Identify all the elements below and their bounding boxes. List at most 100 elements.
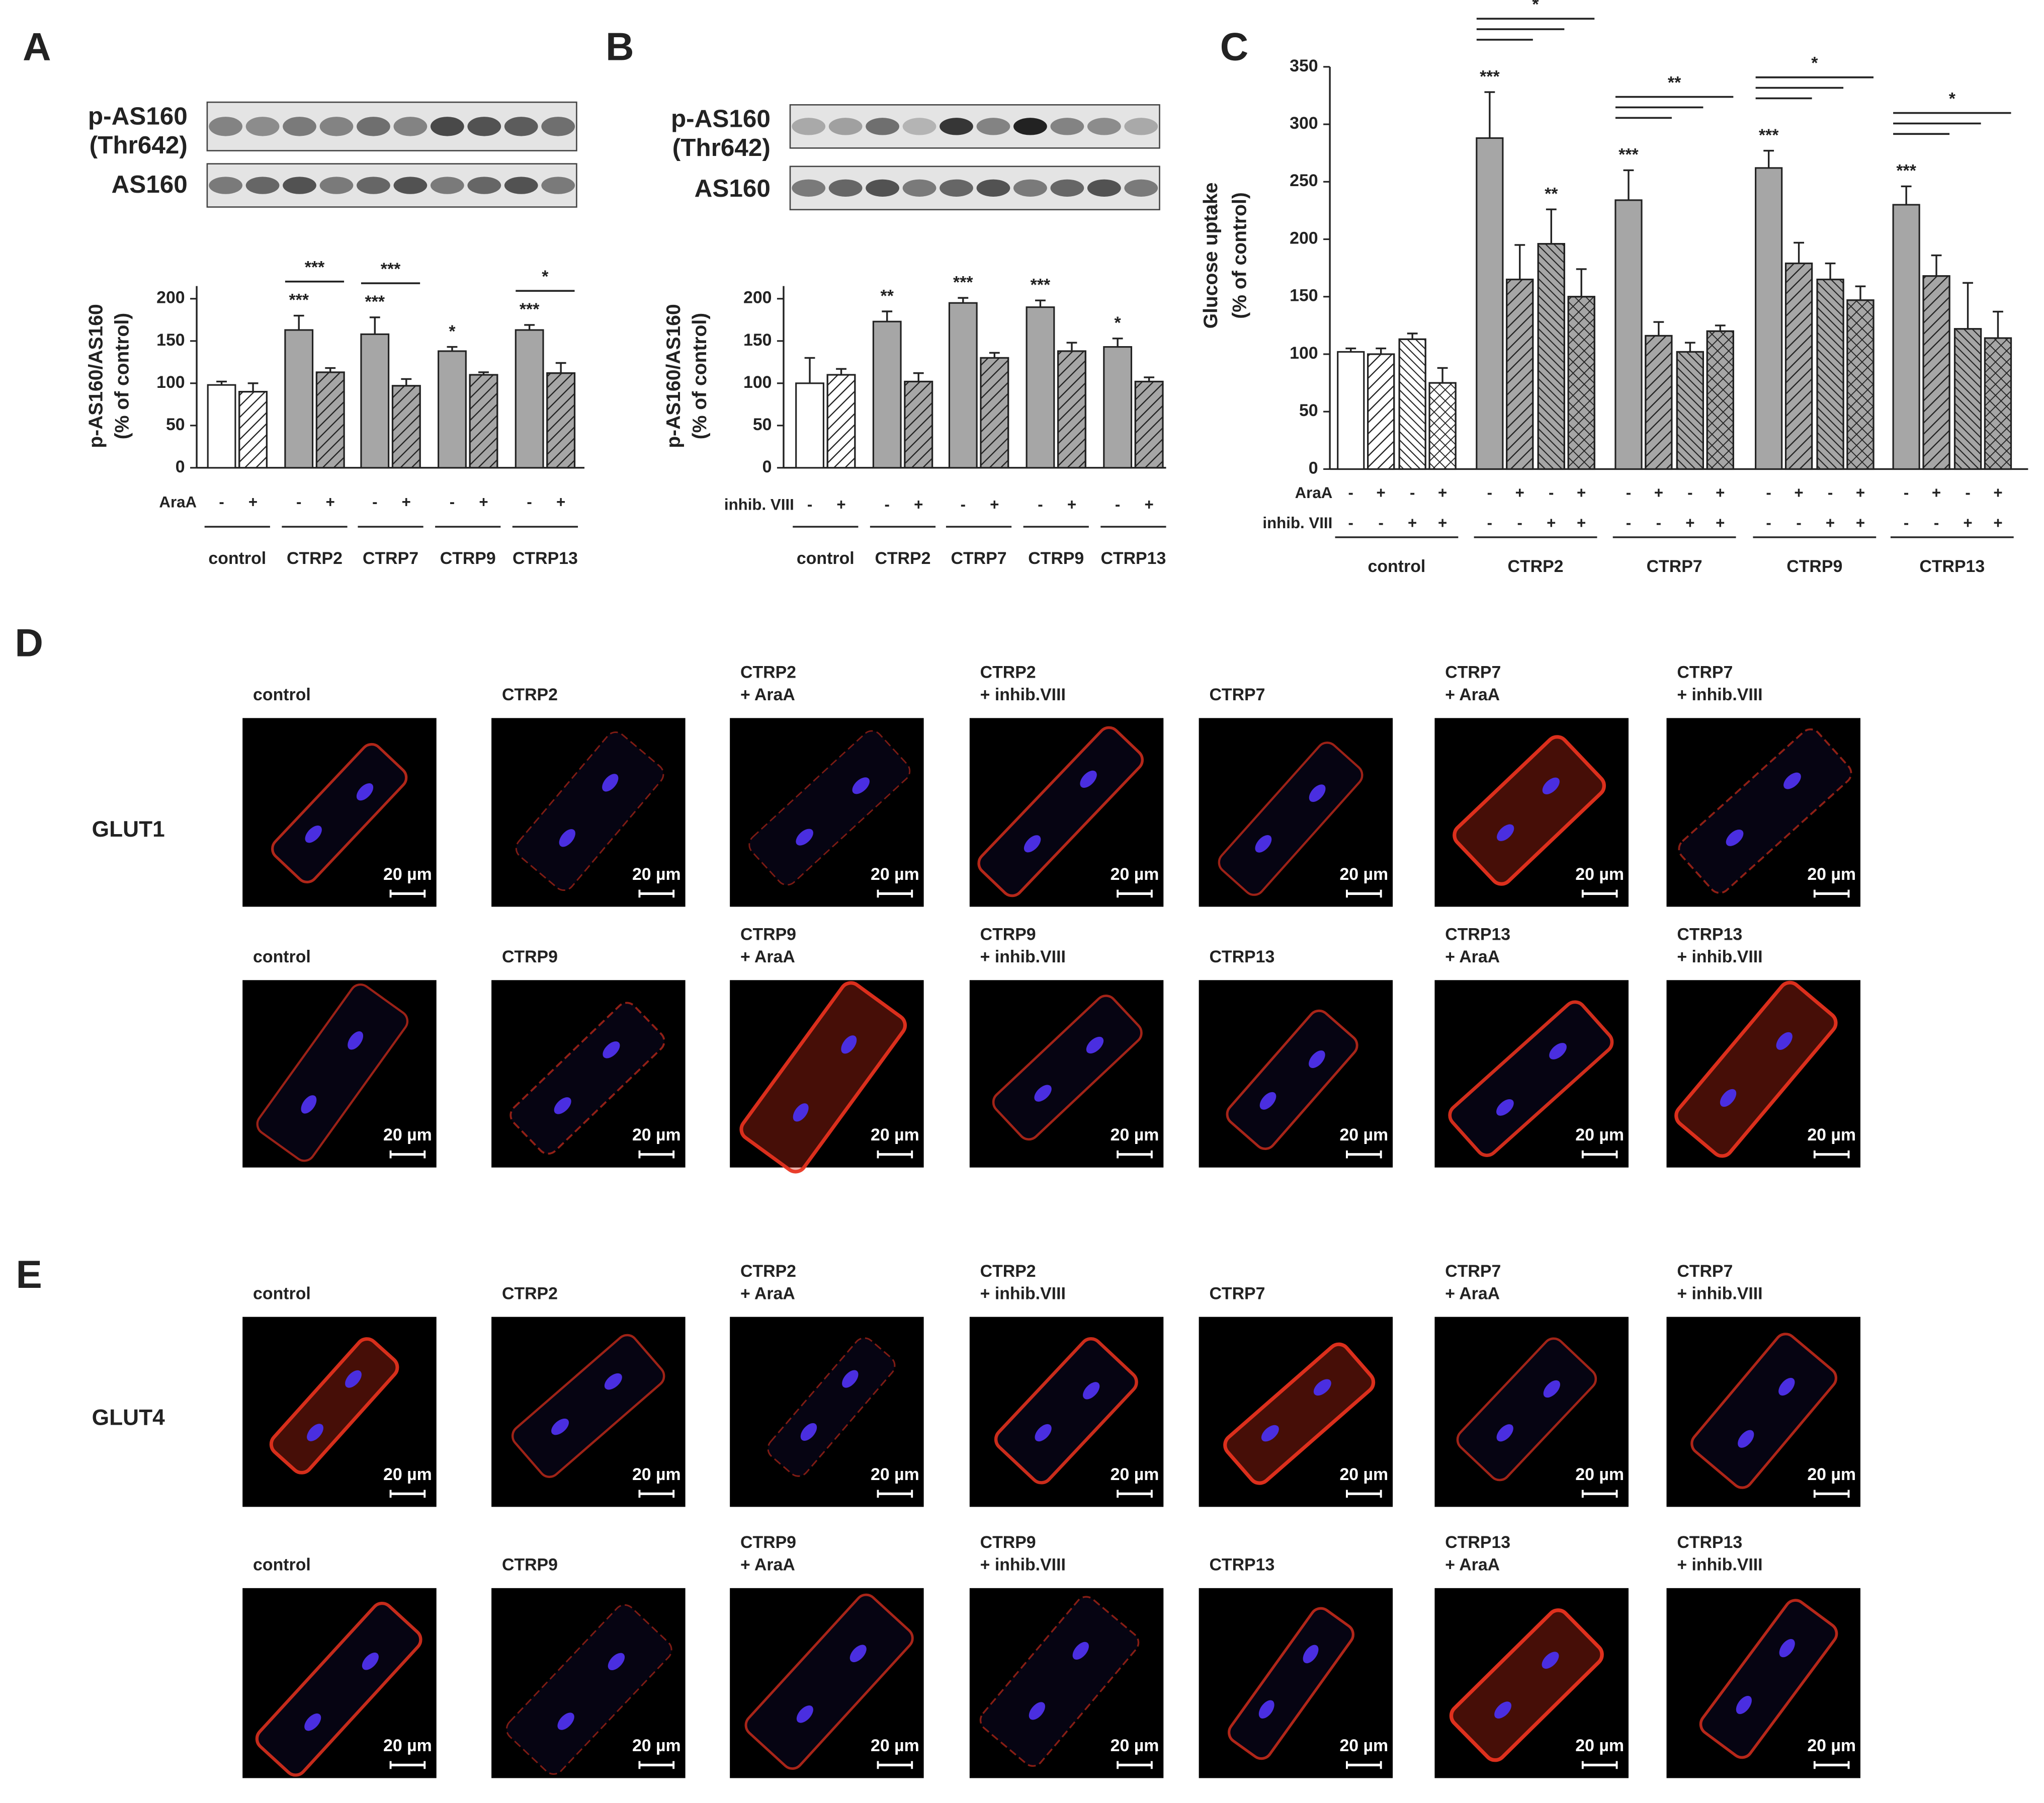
blot-band <box>467 117 501 136</box>
significance: *** <box>305 258 325 277</box>
nucleus <box>842 1370 859 1388</box>
cell <box>271 743 408 883</box>
scale-bar-label: 20 µm <box>871 1736 919 1755</box>
condition-sign: - <box>1687 484 1692 502</box>
significance: *** <box>520 300 540 319</box>
nucleus <box>1496 1424 1513 1442</box>
bar <box>1755 167 1783 470</box>
y-tick-label: 350 <box>1290 56 1318 75</box>
cell <box>269 1337 399 1474</box>
condition-sign: + <box>1685 514 1694 532</box>
condition-sign: - <box>1904 484 1909 502</box>
bar <box>207 384 236 469</box>
image-title: + inhib.VIII <box>980 947 1066 966</box>
bar-hatch <box>1134 380 1164 469</box>
image-title: + AraA <box>740 947 795 966</box>
y-tick-label: 150 <box>1290 286 1318 305</box>
image-title: CTRP2 <box>740 1262 796 1281</box>
nucleus <box>1258 1700 1274 1719</box>
bar-hatch <box>1428 382 1457 470</box>
image-title: CTRP7 <box>1445 1262 1501 1281</box>
scale-bar-label: 20 µm <box>1575 865 1624 884</box>
condition-sign: + <box>1654 484 1663 502</box>
image-title: CTRP2 <box>740 663 796 682</box>
condition-sign: - <box>807 496 812 514</box>
cell-membrane <box>515 731 664 891</box>
marker-label: GLUT1 <box>92 817 165 842</box>
blot-band <box>245 177 280 194</box>
blot-band <box>792 179 826 197</box>
blot <box>789 104 1160 149</box>
significance: * <box>1811 54 1818 73</box>
bar <box>515 329 544 469</box>
scale-bar-label: 20 µm <box>1575 1465 1624 1484</box>
nucleus <box>1086 1036 1104 1054</box>
blot-label: (Thr642) <box>672 134 771 161</box>
micrograph <box>1199 980 1393 1168</box>
y-tick-label: 150 <box>743 331 772 350</box>
x-tick-label: control <box>797 549 855 568</box>
y-tick-label: 200 <box>743 288 772 307</box>
blot-band <box>245 117 280 136</box>
condition-sign: - <box>1828 484 1833 502</box>
cell-membrane <box>744 1593 914 1770</box>
blot-band <box>1087 118 1121 135</box>
y-tick-label: 100 <box>1290 344 1318 363</box>
bar <box>1337 351 1365 470</box>
cell-membrane <box>992 995 1143 1141</box>
cell <box>1223 1342 1376 1485</box>
image-title: + inhib.VIII <box>980 685 1066 704</box>
image-title: CTRP7 <box>1677 663 1733 682</box>
cell <box>767 1337 896 1477</box>
scale-bar-label: 20 µm <box>1807 1125 1856 1144</box>
cell-membrane <box>1456 1337 1597 1482</box>
micrograph <box>491 718 686 907</box>
x-tick-label: control <box>208 549 266 568</box>
blot-band <box>430 117 464 136</box>
condition-name: AraA <box>1295 484 1333 502</box>
x-tick-label: CTRP13 <box>1100 549 1166 568</box>
panel-letter: C <box>1220 25 1248 69</box>
blot-label: AS160 <box>695 175 771 202</box>
condition-sign: + <box>248 493 258 511</box>
nucleus <box>345 1370 362 1388</box>
image-title: + AraA <box>1445 947 1500 966</box>
cell-membrane <box>1678 728 1852 894</box>
blot-band <box>393 177 428 194</box>
bar-hatch <box>1816 278 1844 470</box>
y-axis-label: (% of control) <box>112 313 133 440</box>
scale-bar-label: 20 µm <box>383 1736 432 1755</box>
condition-sign: + <box>1716 514 1725 532</box>
nucleus <box>604 1373 622 1390</box>
condition-sign: - <box>1378 514 1383 532</box>
y-tick-label: 50 <box>166 415 185 434</box>
blot-band <box>283 177 316 194</box>
bar-hatch <box>1567 296 1595 470</box>
bar-hatch <box>904 380 933 469</box>
image-title: + inhib.VIII <box>1677 1284 1762 1303</box>
y-tick-label: 50 <box>1299 401 1318 420</box>
cell-membrane <box>505 1604 672 1775</box>
condition-sign: - <box>1626 514 1631 532</box>
y-tick-label: 250 <box>1290 171 1318 190</box>
cell <box>1690 1333 1838 1489</box>
cell-membrane <box>767 1337 896 1477</box>
nucleus <box>1029 1702 1045 1720</box>
micrograph <box>1199 1317 1393 1507</box>
blot-band <box>1124 118 1158 135</box>
nucleus <box>1542 1652 1559 1669</box>
nucleus <box>1720 1089 1737 1107</box>
blot-band <box>319 117 354 136</box>
cell-membrane <box>1449 1608 1604 1762</box>
bar-hatch <box>1537 243 1565 470</box>
nucleus <box>1083 1382 1100 1400</box>
image-title: control <box>253 1284 311 1303</box>
blot-band <box>866 118 899 135</box>
significance: *** <box>365 292 385 311</box>
cell-membrane <box>269 1337 399 1474</box>
bar <box>948 302 978 469</box>
condition-sign: - <box>961 496 966 514</box>
cell <box>1456 1337 1597 1482</box>
bar <box>1476 137 1504 470</box>
condition-sign: + <box>1577 484 1586 502</box>
